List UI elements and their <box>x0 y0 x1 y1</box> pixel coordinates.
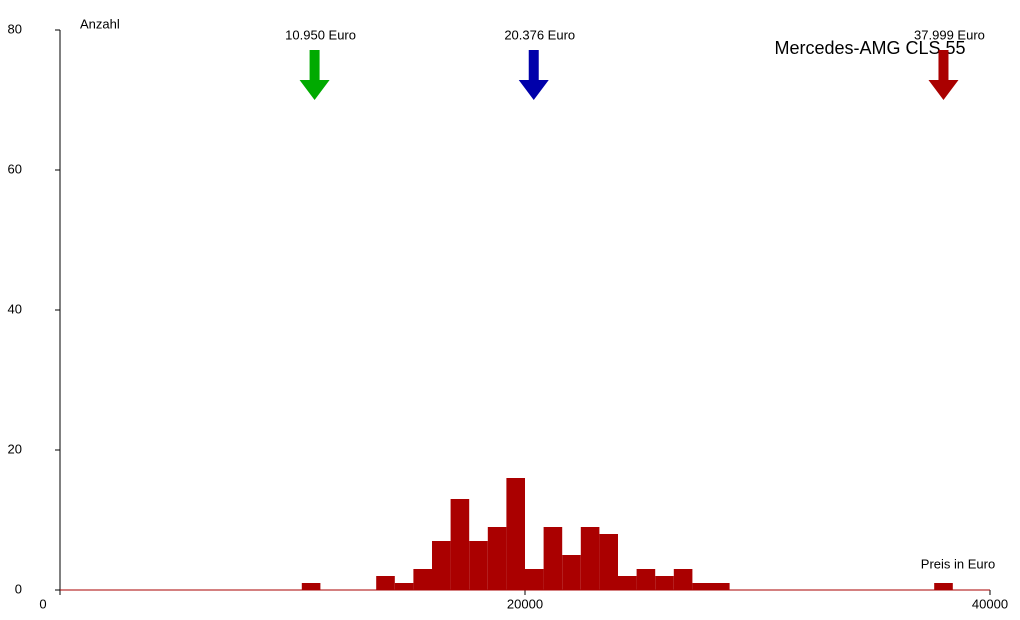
bar <box>618 576 637 590</box>
bar <box>673 569 693 590</box>
bar <box>525 569 544 590</box>
marker-label: 20.376 Euro <box>504 27 575 42</box>
bar <box>506 478 525 590</box>
bar <box>599 534 618 590</box>
bar <box>413 569 432 590</box>
y-tick-label: 20 <box>8 441 22 456</box>
bar <box>376 576 395 590</box>
y-tick-label: 80 <box>8 21 22 36</box>
bar <box>636 569 656 590</box>
bar <box>543 527 563 590</box>
bar <box>487 527 507 590</box>
marker-arrow <box>518 50 549 100</box>
bar <box>450 499 470 590</box>
x-tick-label: 20000 <box>507 596 543 611</box>
marker-label: 37.999 Euro <box>914 27 985 42</box>
x-tick-label: 40000 <box>972 596 1008 611</box>
y-axis-label: Anzahl <box>80 16 120 31</box>
bar <box>711 583 730 590</box>
bar <box>580 527 600 590</box>
bar <box>469 541 488 590</box>
chart-title: Mercedes-AMG CLS 55 <box>774 38 965 58</box>
marker-arrow <box>928 50 959 100</box>
x-axis-label: Preis in Euro <box>921 556 995 571</box>
x-tick-label: 0 <box>39 596 46 611</box>
bar <box>934 583 953 590</box>
y-tick-label: 60 <box>8 161 22 176</box>
bar <box>655 576 674 590</box>
y-tick-label: 40 <box>8 301 22 316</box>
marker-arrow <box>299 50 330 100</box>
y-tick-label: 0 <box>15 581 22 596</box>
bar <box>432 541 451 590</box>
bar <box>562 555 581 590</box>
marker-label: 10.950 Euro <box>285 27 356 42</box>
bar <box>301 583 321 590</box>
bar <box>394 583 414 590</box>
bar <box>692 583 711 590</box>
